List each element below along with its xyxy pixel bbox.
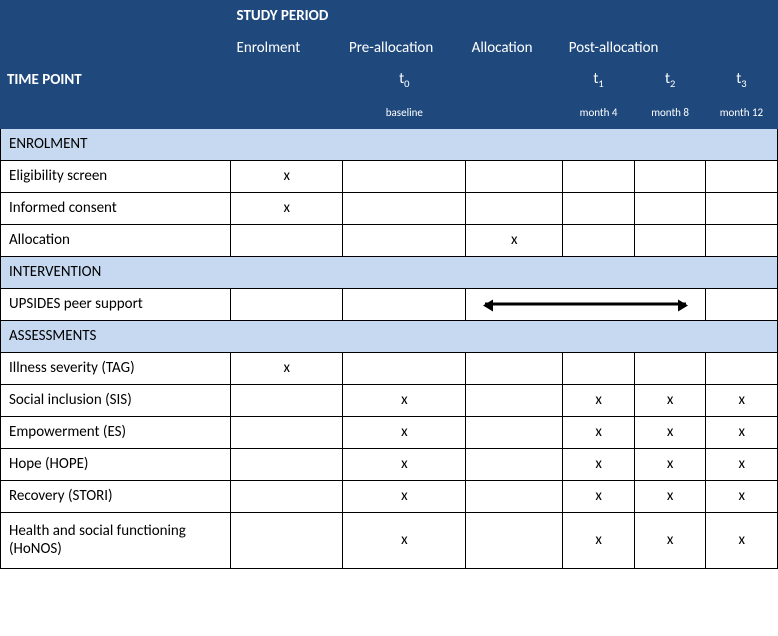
mark: x [563, 512, 635, 568]
spirit-schedule-table: STUDY PERIOD Enrolment Pre-allocation Al… [0, 0, 778, 569]
timepoint-t2: t2 [634, 64, 706, 96]
mark: x [466, 224, 563, 256]
section-intervention: INTERVENTION [1, 256, 778, 288]
mark: x [634, 480, 706, 512]
mark: x [343, 448, 466, 480]
row-allocation: Allocation x [1, 224, 778, 256]
sublabel-t0: baseline [343, 96, 466, 128]
row-eligibility: Eligibility screen x [1, 160, 778, 192]
sublabel-t1: month 4 [563, 96, 635, 128]
section-enrolment: ENROLMENT [1, 128, 778, 160]
mark: x [563, 448, 635, 480]
header-row-sublabels: baseline month 4 month 8 month 12 [1, 96, 778, 128]
label-eligibility: Eligibility screen [1, 160, 231, 192]
mark: x [231, 352, 343, 384]
mark: x [706, 416, 778, 448]
mark: x [343, 416, 466, 448]
mark: x [706, 512, 778, 568]
mark: x [343, 384, 466, 416]
mark: x [231, 192, 343, 224]
label-tag: Illness severity (TAG) [1, 352, 231, 384]
sublabel-t3: month 12 [706, 96, 778, 128]
phase-pre-allocation: Pre-allocation [343, 32, 466, 64]
row-sis: Social inclusion (SIS) x x x x [1, 384, 778, 416]
row-consent: Informed consent x [1, 192, 778, 224]
mark: x [706, 480, 778, 512]
row-tag: Illness severity (TAG) x [1, 352, 778, 384]
timepoint-t0: t0 [343, 64, 466, 96]
label-honos: Health and social functioning (HoNOS) [1, 512, 231, 568]
mark: x [343, 512, 466, 568]
mark: x [634, 512, 706, 568]
sublabel-t2: month 8 [634, 96, 706, 128]
timepoint-t1: t1 [563, 64, 635, 96]
label-upsides: UPSIDES peer support [1, 288, 231, 320]
label-hope: Hope (HOPE) [1, 448, 231, 480]
intervention-arrow [466, 288, 706, 320]
label-sis: Social inclusion (SIS) [1, 384, 231, 416]
section-assessments: ASSESSMENTS [1, 320, 778, 352]
study-period-label: STUDY PERIOD [237, 7, 329, 25]
row-stori: Recovery (STORI) x x x x [1, 480, 778, 512]
row-honos: Health and social functioning (HoNOS) x … [1, 512, 778, 568]
time-point-label: TIME POINT [7, 71, 82, 89]
header-row-study-period: STUDY PERIOD [1, 0, 778, 32]
label-stori: Recovery (STORI) [1, 480, 231, 512]
mark: x [634, 384, 706, 416]
label-allocation: Allocation [1, 224, 231, 256]
mark: x [634, 416, 706, 448]
mark: x [706, 384, 778, 416]
mark: x [563, 480, 635, 512]
phase-enrolment: Enrolment [231, 32, 343, 64]
phase-post-allocation: Post-allocation [563, 32, 778, 64]
row-upsides: UPSIDES peer support [1, 288, 778, 320]
mark: x [231, 160, 343, 192]
timepoint-t3: t3 [706, 64, 778, 96]
label-consent: Informed consent [1, 192, 231, 224]
row-es: Empowerment (ES) x x x x [1, 416, 778, 448]
row-hope: Hope (HOPE) x x x x [1, 448, 778, 480]
header-row-phases: Enrolment Pre-allocation Allocation Post… [1, 32, 778, 64]
phase-allocation: Allocation [466, 32, 563, 64]
mark: x [706, 448, 778, 480]
mark: x [563, 416, 635, 448]
mark: x [634, 448, 706, 480]
header-row-timepoints: TIME POINT t0 t1 t2 t3 [1, 64, 778, 96]
label-es: Empowerment (ES) [1, 416, 231, 448]
mark: x [563, 384, 635, 416]
mark: x [343, 480, 466, 512]
